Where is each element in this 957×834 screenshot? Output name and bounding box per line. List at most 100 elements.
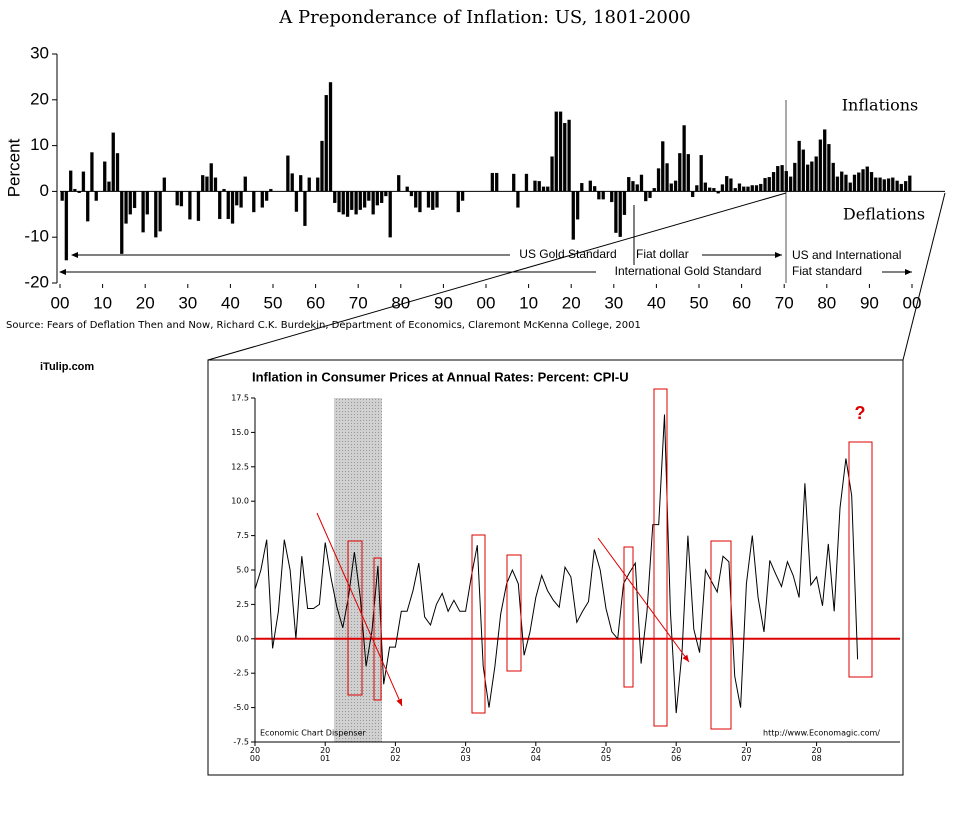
bar	[669, 183, 673, 192]
bar	[571, 191, 575, 240]
bar	[631, 181, 635, 192]
bar	[652, 188, 656, 192]
x-tick-label: 40	[647, 293, 666, 312]
y-tick-label: 7.5	[236, 531, 249, 540]
recession-shade	[334, 398, 382, 742]
x-tick-label: 40	[221, 293, 240, 312]
bar	[686, 154, 690, 192]
bar	[644, 191, 648, 202]
bar	[375, 191, 380, 206]
bar	[154, 191, 158, 238]
y-tick-label: 17.5	[231, 394, 249, 403]
x-tick-label: 10	[519, 293, 538, 312]
bar	[86, 191, 90, 222]
trend-arrow	[597, 537, 690, 663]
bar	[656, 168, 661, 192]
bar	[516, 191, 520, 208]
bar	[665, 163, 669, 192]
x-tick-label: 90	[860, 293, 879, 312]
bar	[77, 191, 81, 193]
y-axis-label: Percent	[4, 138, 23, 197]
bar	[805, 164, 810, 192]
y-tick-label: 10.0	[231, 497, 249, 506]
x-tick-label: 20 08	[812, 746, 822, 763]
bar	[107, 181, 111, 192]
annotation: Fiat standard	[792, 264, 862, 278]
bar	[324, 95, 328, 192]
highlight-box	[848, 441, 873, 678]
annotation: Inflations	[842, 96, 919, 115]
bar	[690, 191, 695, 198]
bar	[622, 191, 627, 215]
bar	[601, 191, 605, 200]
x-tick-label: 90	[434, 293, 453, 312]
bar	[524, 173, 529, 192]
x-tick-label: 00	[477, 293, 496, 312]
y-tick-label: 0	[40, 181, 49, 200]
annotation: International Gold Standard	[615, 264, 762, 278]
x-tick-label: 50	[264, 293, 283, 312]
bar	[307, 177, 311, 192]
bar	[592, 186, 597, 192]
y-tick-label: 0.0	[236, 634, 249, 643]
bar	[341, 191, 345, 215]
bar	[857, 172, 861, 192]
bar	[230, 191, 235, 224]
bar	[844, 174, 848, 192]
highlight-box	[623, 546, 634, 688]
bar	[260, 191, 264, 208]
connector	[207, 192, 787, 361]
bar	[750, 185, 754, 192]
bar	[358, 191, 362, 210]
bar	[550, 156, 554, 192]
bar	[597, 191, 601, 200]
chart-title: A Preponderance of Inflation: US, 1801-2…	[278, 7, 690, 28]
bar	[388, 191, 392, 238]
bar	[213, 177, 218, 192]
x-tick-label: 10	[93, 293, 112, 312]
bar	[90, 152, 94, 192]
bar	[115, 153, 120, 192]
y-tick-label: -20	[24, 272, 49, 291]
bar	[801, 149, 806, 192]
bar	[64, 191, 69, 261]
bar	[729, 178, 733, 192]
trend-arrow	[316, 512, 403, 707]
bar	[409, 191, 414, 197]
bar	[780, 165, 784, 192]
highlight-box	[373, 557, 382, 701]
bar	[196, 191, 201, 221]
x-tick-label: 20	[562, 293, 581, 312]
bar	[814, 156, 818, 192]
y-tick-label: 2.5	[236, 600, 249, 609]
bar	[827, 144, 831, 192]
bar	[908, 175, 912, 192]
annotation: US Gold Standard	[519, 247, 616, 261]
bar	[784, 171, 788, 192]
bar	[639, 174, 644, 192]
bar	[175, 191, 179, 206]
bar	[367, 191, 371, 201]
bar	[869, 172, 874, 192]
cpi-line	[254, 414, 859, 714]
bar	[371, 191, 375, 215]
brand: iTulip.com	[40, 361, 94, 373]
bar	[490, 172, 495, 192]
bar	[222, 188, 226, 192]
bar	[120, 191, 124, 254]
bar	[648, 191, 652, 198]
highlight-box	[347, 540, 363, 696]
x-tick-label: 20 03	[461, 746, 471, 763]
bar	[384, 191, 388, 197]
x-tick-label: 20 06	[671, 746, 681, 763]
bar	[627, 177, 631, 192]
bar	[610, 191, 614, 203]
bar	[158, 191, 162, 232]
bar	[618, 191, 622, 237]
x-tick-label: 00	[903, 293, 922, 312]
bar	[673, 180, 678, 192]
bar	[835, 176, 840, 192]
bar	[788, 176, 793, 192]
x-tick-label: 80	[391, 293, 410, 312]
bar	[895, 180, 899, 192]
